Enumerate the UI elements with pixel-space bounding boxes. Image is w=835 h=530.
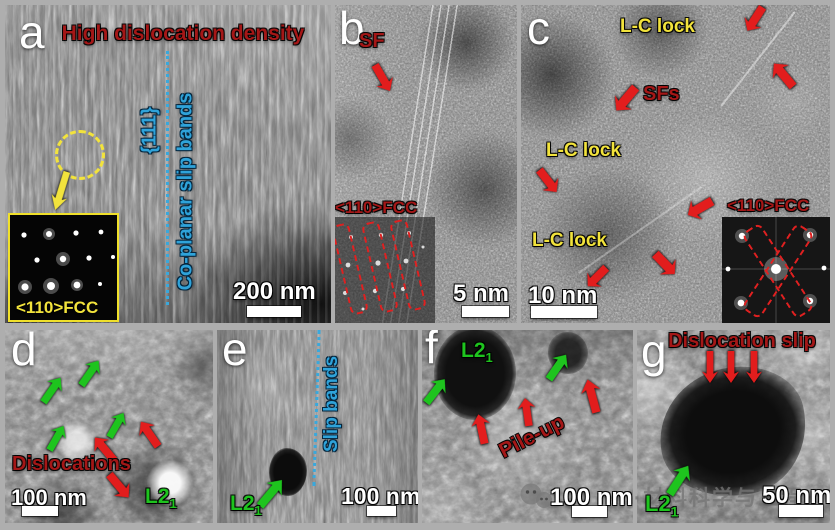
panel-c: c L-C lock L-C lock L-C lock SFs <110>FC… bbox=[521, 5, 830, 323]
scale-bar bbox=[22, 506, 58, 516]
scale-text: 100 nm bbox=[550, 484, 633, 511]
lc-lock-label: L-C lock bbox=[546, 140, 621, 161]
dislocation-slip-heading: Dislocation slip bbox=[668, 330, 816, 352]
diffraction-inset: <110>FCC bbox=[8, 213, 119, 322]
coplanar-slip-bands-label: Co-planar slip bands bbox=[174, 92, 197, 291]
panel-e-label: e bbox=[222, 330, 248, 375]
lc-lock-label: L-C lock bbox=[620, 16, 695, 37]
panel-d-label: d bbox=[11, 330, 37, 375]
plane-111-label: {111} bbox=[138, 107, 161, 154]
fft-inset bbox=[722, 217, 830, 323]
red-arrow-icon bbox=[746, 351, 762, 383]
scale-bar bbox=[462, 306, 509, 317]
dislocations-label: Dislocations bbox=[12, 453, 131, 475]
scale-bar bbox=[531, 306, 597, 318]
scale-bar bbox=[247, 306, 301, 317]
panel-c-label: c bbox=[527, 5, 550, 54]
scale-text: 100 nm bbox=[341, 483, 418, 509]
panel-b: b SF <110>FCC 5 nm bbox=[335, 5, 517, 323]
inset-zone-axis-label: <110>FCC bbox=[727, 196, 810, 215]
l21-label: L21 bbox=[461, 339, 493, 366]
panel-a: a High dislocation density {111} Co-plan… bbox=[5, 5, 331, 323]
scale-text: 200 nm bbox=[233, 278, 316, 305]
red-arrow-icon bbox=[723, 351, 739, 383]
panel-e: e Slip bands L21 100 nm bbox=[217, 330, 418, 523]
sf-label: SF bbox=[359, 30, 385, 52]
l21-label: L21 bbox=[230, 492, 262, 519]
fft-inset bbox=[335, 217, 435, 323]
wechat-icon bbox=[520, 483, 552, 508]
panel-d: d Dislocations L21 100 nm bbox=[5, 330, 213, 523]
scale-bar bbox=[779, 505, 823, 517]
l21-label: L21 bbox=[645, 491, 679, 520]
panel-a-label: a bbox=[19, 6, 45, 58]
scale-text: 10 nm bbox=[528, 282, 598, 309]
scale-bar bbox=[572, 506, 607, 517]
scale-bar bbox=[367, 506, 396, 516]
panel-a-heading: High dislocation density bbox=[61, 22, 305, 45]
slip-band-dotted-line bbox=[166, 51, 169, 305]
l21-label: L21 bbox=[145, 485, 177, 512]
lc-lock-label: L-C lock bbox=[532, 230, 607, 251]
slip-bands-label: Slip bands bbox=[321, 355, 343, 453]
scale-text: 5 nm bbox=[453, 280, 510, 307]
red-arrow-icon bbox=[702, 351, 718, 383]
inset-zone-axis-label: <110>FCC bbox=[335, 198, 418, 217]
inset-zone-axis-label: <110>FCC bbox=[16, 298, 99, 317]
sfs-label: SFs bbox=[643, 83, 680, 105]
panel-f-label: f bbox=[425, 330, 438, 373]
